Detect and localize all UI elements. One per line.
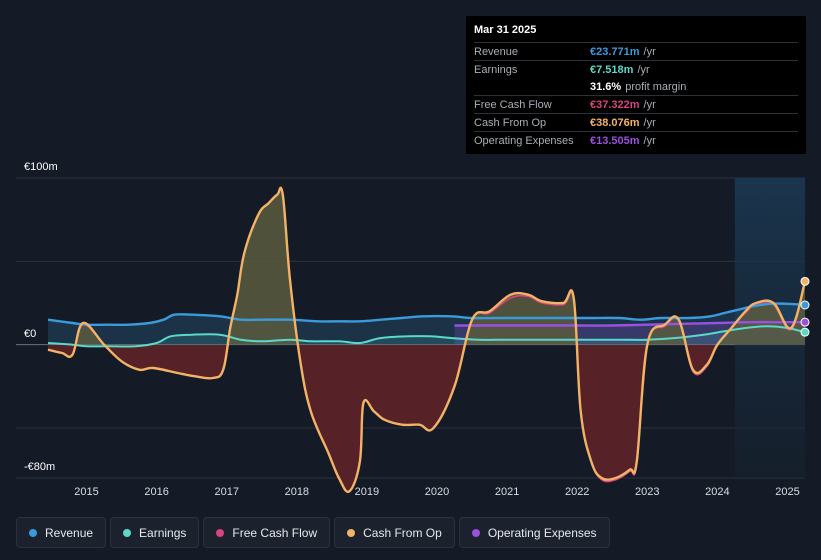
legend-label: Earnings [139,525,187,540]
tooltip-label: Revenue [474,45,519,58]
tooltip-value: €23.771m [590,45,640,58]
x-tick-label: 2020 [425,486,449,498]
tooltip-row-margin: 31.6% profit margin [474,78,798,95]
tooltip-value: €37.322m [590,98,640,111]
y-label-bottom: -€80m [24,461,55,473]
operating-expenses-line [454,320,805,327]
end-markers [800,276,810,337]
tooltip-row-revenue: Revenue €23.771m /yr [474,42,798,60]
cash-from-op-dot-icon [347,528,356,537]
series-lines [47,186,807,494]
x-tick-label: 2018 [285,486,309,498]
y-label-zero: €0 [24,328,36,340]
operating-expenses-dot-icon [471,528,480,537]
tooltip-label: Earnings [474,63,518,76]
tooltip-label: Cash From Op [474,116,547,129]
tooltip-row-opex: Operating Expenses €13.505m /yr [474,131,798,149]
tooltip-value: €13.505m [590,134,640,147]
tooltip-unit: /yr [643,98,656,111]
legend-label: Operating Expenses [487,525,597,540]
tooltip-value: €38.076m [590,116,640,129]
tooltip-row-fcf: Free Cash Flow €37.322m /yr [474,95,798,113]
legend-label: Cash From Op [363,525,442,540]
x-tick-label: 2017 [214,486,238,498]
legend-item-revenue[interactable]: Revenue [16,517,107,548]
earnings-line [47,325,806,348]
tooltip-row-cfo: Cash From Op €38.076m /yr [474,113,798,131]
operating-expenses-end-marker [800,317,810,327]
x-tick-label: 2019 [355,486,379,498]
tooltip-label: Operating Expenses [474,134,574,147]
x-axis-ticks: 2015 2016 2017 2018 2019 2020 2021 2022 2023 2024… [74,486,799,498]
earnings-end-marker [800,327,810,337]
x-tick-label: 2024 [705,486,729,498]
legend-label: Free Cash Flow [232,525,318,540]
tooltip-label: Free Cash Flow [474,98,552,111]
x-tick-label: 2023 [635,486,659,498]
revenue-end-marker [800,300,810,310]
x-tick-label: 2016 [144,486,168,498]
tooltip-unit: /yr [637,63,650,76]
tooltip-unit: /yr [643,134,656,147]
tooltip-value: 31.6% [590,80,622,93]
legend: Revenue Earnings Free Cash Flow Cash Fro… [16,517,610,548]
cash-from-op-end-marker [800,276,810,286]
x-tick-label: 2025 [775,486,799,498]
tooltip-row-earnings: Earnings €7.518m /yr [474,60,798,78]
earnings-dot-icon [123,528,132,537]
legend-item-operating-expenses[interactable]: Operating Expenses [458,517,610,548]
revenue-dot-icon [29,528,37,537]
chart-area: €100m €0 -€80m 2015 2016 2017 2018 2019 2020 2… [16,161,810,498]
x-tick-label: 2021 [495,486,519,498]
tooltip-date: Mar 31 2025 [474,24,537,36]
y-label-top: €100m [24,161,58,173]
legend-item-earnings[interactable]: Earnings [110,517,200,548]
x-tick-label: 2022 [565,486,589,498]
tooltip-unit: /yr [643,45,656,58]
tooltip-unit: /yr [643,116,656,129]
tooltip-value: €7.518m [590,63,634,76]
cash-from-op-positive-area [48,187,805,345]
revenue-line [47,302,806,327]
tooltip-unit: profit margin [625,80,687,93]
cash-from-op-line [47,186,807,494]
legend-item-free-cash-flow[interactable]: Free Cash Flow [203,517,331,548]
legend-label: Revenue [45,525,94,540]
x-tick-label: 2015 [74,486,98,498]
free-cash-flow-dot-icon [216,528,225,537]
legend-item-cash-from-op[interactable]: Cash From Op [334,517,455,548]
tooltip: Mar 31 2025 Revenue €23.771m /yr Earning… [466,16,806,154]
